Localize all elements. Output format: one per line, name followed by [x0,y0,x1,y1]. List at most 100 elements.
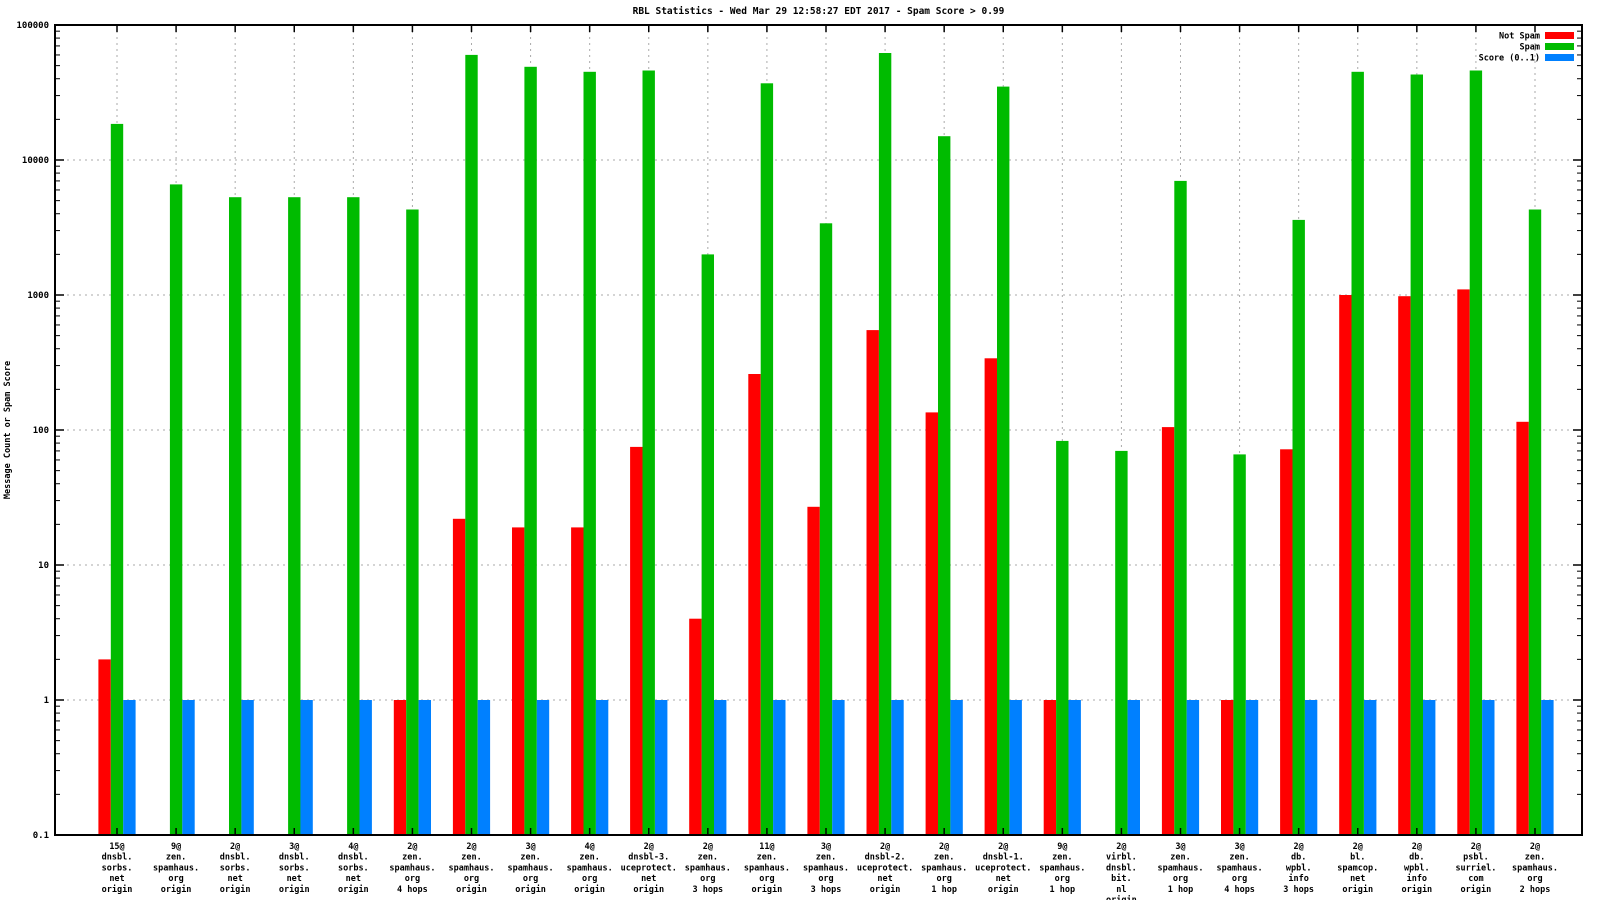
x-label-line: db. [1291,853,1306,863]
x-label-line: origin [338,884,369,895]
bar-spam-9 [583,71,596,836]
x-label-line: 3@ [525,842,535,852]
x-label-line: spamhaus. [1157,863,1203,873]
x-label-line: bl. [1350,853,1365,863]
x-label-line: zen. [934,853,954,863]
x-label-line: spamhaus. [153,863,199,873]
bar-score-8 [536,700,550,835]
bar-score-16 [1009,700,1022,835]
bar-not-spam-11 [689,618,702,835]
legend-swatch-not-spam [1545,32,1574,39]
x-label-line: origin [752,884,783,895]
bar-score-14 [891,700,904,835]
x-label-line: 2@ [880,842,890,852]
x-label-line: zen. [520,853,540,863]
x-label-line: 4@ [585,842,595,852]
x-label-line: origin [1106,895,1137,900]
x-label-line: zen. [166,853,186,863]
bar-not-spam-17 [1043,700,1057,835]
bar-score-4 [300,700,313,835]
bar-score-18 [1127,700,1140,835]
x-label-line: 9@ [171,842,181,852]
bar-spam-12 [760,83,774,836]
x-label-line: org [523,874,538,884]
bar-score-25 [1541,700,1554,835]
bars-spam [110,53,1542,836]
x-label-line: origin [1461,884,1492,895]
x-label-line: 2@ [1116,842,1126,852]
x-label-line: zen. [461,853,481,863]
bar-score-5 [359,700,372,835]
x-label-line: spamhaus. [1039,863,1085,873]
bar-score-13 [832,700,845,835]
x-label-line: spamcop. [1337,863,1378,873]
bar-score-23 [1423,700,1436,835]
bar-score-10 [655,700,668,835]
bar-not-spam-19 [1161,427,1175,835]
x-label-line: net [346,874,361,884]
x-label-line: 2@ [998,842,1008,852]
bar-not-spam-14 [866,330,879,835]
bar-spam-15 [938,136,951,835]
x-label-line: uceprotect. [621,863,677,873]
bar-not-spam-24 [1457,289,1470,835]
x-label-line: origin [574,884,605,895]
x-label-line: org [582,874,597,884]
y-tick-labels: 100000 10000 1000 100 10 1 0.1 [16,21,49,841]
x-label-line: org [168,874,183,884]
bar-score-12 [773,700,786,835]
x-label-line: spamhaus. [803,863,849,873]
x-label-line: 3 hops [1283,885,1314,895]
x-label-line: origin [988,884,1019,895]
x-label-line: net [996,874,1011,884]
y-tick-label: 0.1 [33,831,49,841]
x-label-line: net [287,874,302,884]
x-label-line: dnsbl. [102,853,133,863]
x-label-line: sorbs. [220,863,251,873]
x-label-line: db. [1409,853,1424,863]
x-label-line: 1 hop [1050,885,1076,895]
legend-swatch-score [1545,54,1574,61]
x-label-line: zen. [698,853,718,863]
x-label-line: net [227,874,242,884]
x-label-line: org [700,874,715,884]
x-label-line: nl [1116,885,1126,895]
bar-score-17 [1068,700,1081,835]
bar-spam-17 [1056,440,1069,835]
x-label-line: org [1232,874,1247,884]
x-label-line: dnsbl. [220,853,251,863]
x-label-line: org [405,874,420,884]
bar-score-20 [1245,700,1259,835]
bar-score-2 [182,700,195,835]
y-tick-label: 10000 [22,156,49,166]
bar-score-3 [241,700,254,835]
bar-spam-22 [1351,71,1364,836]
bar-spam-8 [524,66,537,836]
x-label-line: 3@ [821,842,831,852]
x-label-line: 2@ [939,842,949,852]
chart-title: RBL Statistics - Wed Mar 29 12:58:27 EDT… [633,6,1005,17]
bar-spam-20 [1233,454,1246,835]
x-label-line: 2@ [230,842,240,852]
x-label-line: spamhaus. [1512,863,1558,873]
x-label-line: org [1527,874,1542,884]
x-label-line: 3@ [1175,842,1185,852]
x-label-line: origin [1342,884,1373,895]
x-label-line: 2@ [1412,842,1422,852]
y-tick-label: 100000 [16,21,49,31]
bar-score-9 [595,700,609,835]
bar-spam-6 [406,209,419,835]
x-label-line: virbl. [1106,852,1137,863]
bar-spam-2 [169,184,183,835]
x-label-line: zen. [1525,853,1545,863]
x-label-line: 2@ [1471,842,1481,852]
